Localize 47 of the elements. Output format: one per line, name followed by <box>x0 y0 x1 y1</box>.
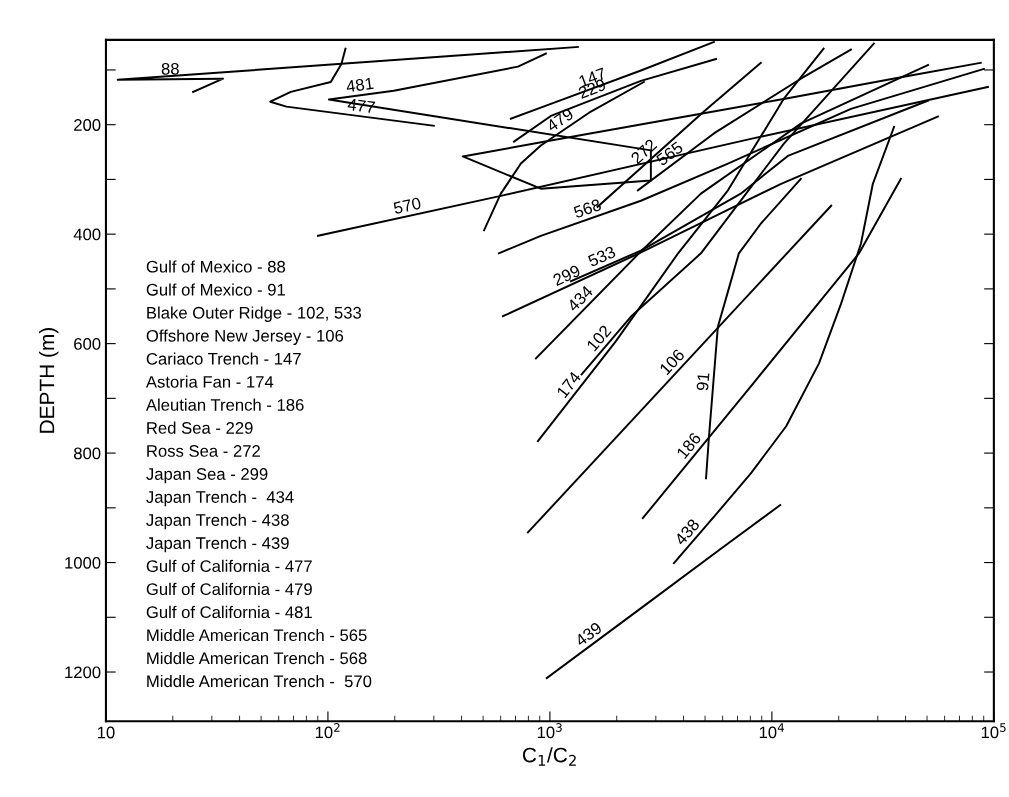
y-tick-label: 400 <box>73 228 101 241</box>
x-tick-label: 10$^{3}$ <box>537 723 562 739</box>
x-tick-label: 10$^{5}$ <box>981 723 1006 739</box>
annotation: Gulf of Mexico - 88 <box>146 260 286 273</box>
text: 299 <box>552 264 581 287</box>
y-tick-label: 600 <box>74 338 101 350</box>
y-tick-label: 200 <box>74 119 101 131</box>
text: 106 <box>658 348 686 376</box>
annotation: Gulf of California - 481 <box>146 605 312 619</box>
text: 91 <box>696 372 710 391</box>
annotation: Gulf of California - 477 <box>146 559 312 573</box>
annotation: Gulf of Mexico - 91 <box>146 283 285 296</box>
annotation: Cariaco Trench - 147 <box>146 352 301 365</box>
text: 481 <box>345 77 374 93</box>
text: 439 <box>574 621 603 647</box>
annotation: Japan Trench - 438 <box>146 513 289 530</box>
series-label: 88 <box>161 62 179 75</box>
text: 533 <box>587 245 617 268</box>
text: 186 <box>676 431 702 460</box>
x-tick-label: 10$^{4}$ <box>759 723 785 739</box>
text: 272 <box>630 138 658 165</box>
annotation: Middle American Trench - 565 <box>147 628 367 642</box>
text: 570 <box>392 197 422 215</box>
annotation: Japan Trench - 439 <box>146 536 289 553</box>
text: 102 <box>586 324 612 352</box>
text: 438 <box>673 518 701 547</box>
annotation: Middle American Trench - 570 <box>147 674 372 688</box>
x-tick-label: 10 <box>97 726 115 739</box>
annotation: Japan Sea - 299 <box>146 468 268 484</box>
text: 174 <box>556 370 582 399</box>
annotation: Red Sea - 229 <box>147 421 253 434</box>
y-tick-label: 1200 <box>65 666 101 679</box>
annotation: Japan Trench - 434 <box>146 490 294 507</box>
x-axis-title: C$_{1}$/C$_{2}$ <box>522 747 576 766</box>
text: 568 <box>572 198 602 219</box>
annotation: Aleutian Trench - 186 <box>145 398 304 411</box>
y-tick-label: 1000 <box>65 556 101 569</box>
annotation: Astoria Fan - 174 <box>145 375 274 388</box>
y-axis-title: DEPTH (m) <box>39 328 59 433</box>
text: 434 <box>566 284 594 313</box>
x-tick-label: 10$^{2}$ <box>315 723 340 739</box>
annotation: Offshore New Jersey - 106 <box>146 329 344 345</box>
annotation: Gulf of California - 479 <box>146 582 312 596</box>
annotation: Blake Outer Ridge - 102, 533 <box>147 306 362 322</box>
y-tick-label: 800 <box>74 447 101 460</box>
annotation: Ross Sea - 272 <box>147 445 260 457</box>
annotation: Middle American Trench - 568 <box>147 651 367 665</box>
